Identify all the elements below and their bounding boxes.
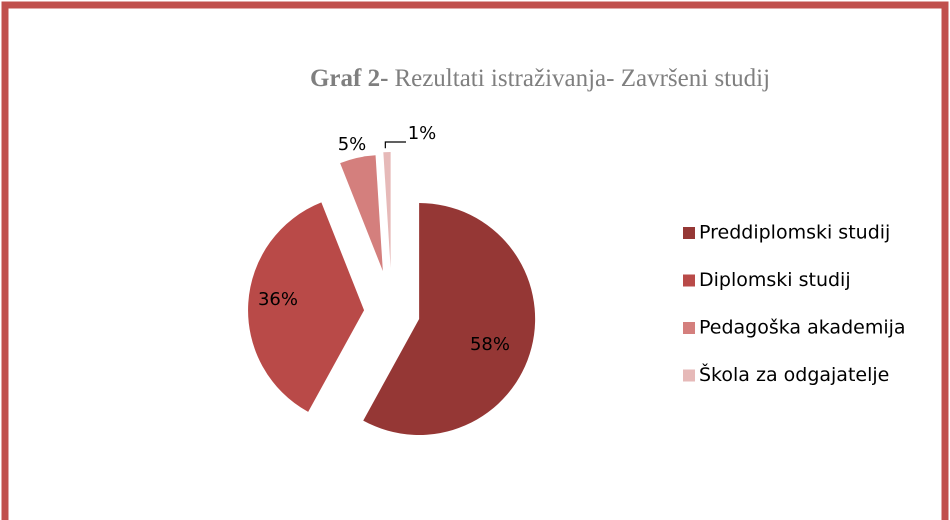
pie-slice bbox=[363, 202, 536, 435]
title-label: Graf 2- bbox=[310, 65, 388, 92]
legend-label: Diplomski studij bbox=[699, 269, 851, 291]
data-label: 1% bbox=[408, 123, 437, 144]
legend-swatch bbox=[683, 322, 695, 334]
data-label: 5% bbox=[338, 134, 367, 155]
pie-slice bbox=[383, 152, 391, 269]
legend-label: Preddiplomski studij bbox=[699, 222, 890, 244]
legend-swatch bbox=[683, 227, 695, 239]
legend-swatch bbox=[683, 369, 695, 382]
chart-title: Graf 2- Rezultati istraživanja- Završeni … bbox=[310, 65, 770, 92]
legend-label: Škola za odgajatelje bbox=[699, 362, 889, 386]
data-label: 36% bbox=[258, 289, 298, 310]
legend-swatch bbox=[683, 274, 695, 287]
pie-slice bbox=[340, 155, 383, 272]
leader-line bbox=[384, 141, 406, 149]
pie-slice bbox=[248, 202, 365, 412]
title-text: Rezultati istraživanja- Završeni studij bbox=[394, 65, 770, 92]
legend-label: Pedagoška akademija bbox=[699, 317, 906, 339]
data-label: 58% bbox=[470, 334, 510, 355]
